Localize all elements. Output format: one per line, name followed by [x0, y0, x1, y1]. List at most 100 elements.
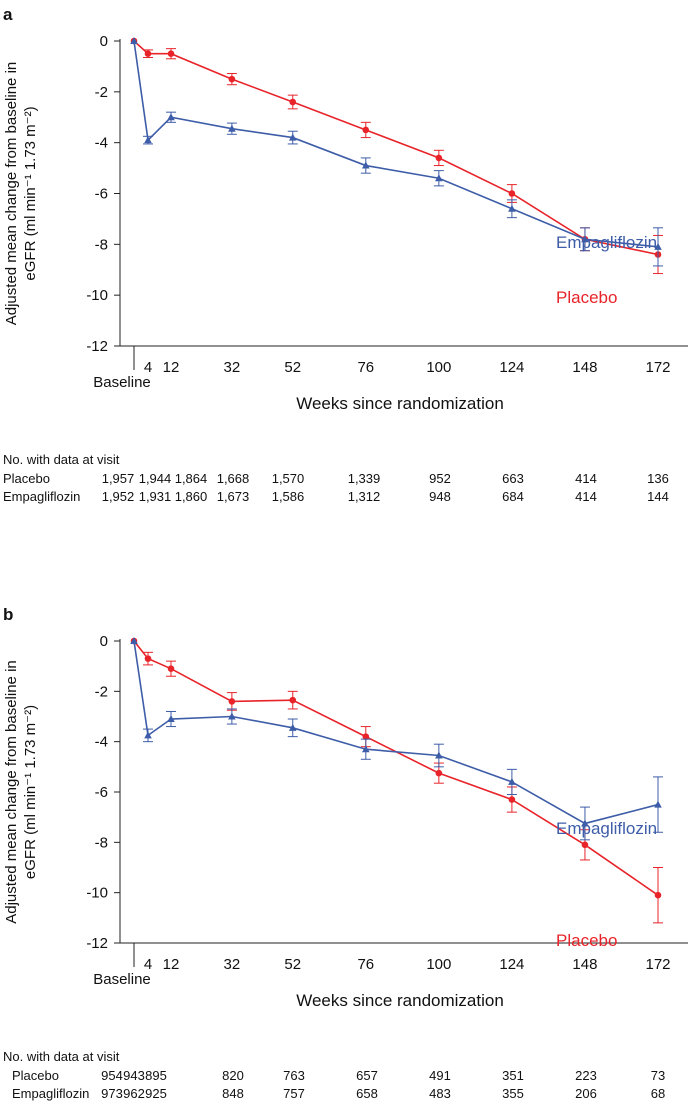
x-tick-label: 76 [357, 359, 374, 376]
table-cell: 136 [647, 471, 669, 486]
data-point [435, 174, 443, 182]
data-point [508, 796, 516, 803]
data-point [288, 133, 297, 141]
y-tick-label: -12 [86, 338, 108, 355]
y-tick-label: -4 [95, 734, 108, 751]
data-point [654, 891, 662, 899]
table-cell: 948 [429, 489, 451, 504]
data-point [130, 637, 138, 644]
data-point [362, 161, 370, 169]
series-line [133, 40, 659, 256]
x-tick-label: 4 [144, 359, 152, 376]
data-point [289, 696, 297, 704]
data-point [362, 126, 370, 134]
x-tick-label: 172 [645, 956, 670, 973]
data-point [167, 113, 175, 121]
panel-a: a Adjusted mean change from baseline in eG… [3, 5, 688, 504]
x-tick-label: 100 [426, 359, 451, 376]
y-tick-label: 0 [100, 33, 108, 50]
table-cell: 144 [647, 489, 669, 504]
y-tick-label: -8 [95, 834, 108, 851]
series-empagliflozin [130, 37, 663, 267]
y-tick-label: -6 [95, 784, 108, 801]
table-cell: 1,570 [272, 471, 305, 486]
table-cell: 68 [651, 1086, 665, 1101]
data-point [288, 723, 297, 731]
y-tick-label: -2 [95, 683, 108, 700]
x-tick-label: 124 [499, 956, 524, 973]
x-tick-label: 32 [224, 956, 241, 973]
data-point [581, 235, 589, 243]
data-point [508, 204, 516, 212]
series-line [133, 640, 659, 896]
x-tick-label: 124 [499, 359, 524, 376]
x-tick-label: 148 [572, 956, 597, 973]
table-row-label: Empagliflozin [3, 489, 80, 504]
series-empagliflozin [130, 637, 663, 841]
x-tick-label: 52 [284, 956, 301, 973]
table-cell: 1,312 [348, 489, 381, 504]
data-point [362, 733, 370, 740]
table-cell: 1,931 [139, 489, 172, 504]
series-placebo [130, 637, 663, 924]
table-cell: 943 [123, 1068, 145, 1083]
table-cell: 491 [429, 1068, 451, 1083]
data-point [435, 769, 443, 777]
table-cell: 1,586 [272, 489, 305, 504]
data-point [144, 50, 152, 58]
panel-label: b [3, 605, 13, 624]
y-tick-label: 0 [100, 633, 108, 650]
table-cell: 355 [502, 1086, 524, 1101]
table-cell: 657 [356, 1068, 378, 1083]
data-point [144, 136, 152, 144]
table-cell: 954 [101, 1068, 123, 1083]
table-cell: 73 [651, 1068, 665, 1083]
data-point [654, 800, 662, 808]
data-point [362, 745, 370, 753]
table-cell: 1,957 [102, 471, 135, 486]
table-cell: 848 [222, 1086, 244, 1101]
table-cell: 414 [575, 471, 597, 486]
data-point [581, 841, 589, 849]
y-axis-label-line2: eGFR (ml min⁻¹ 1.73 m⁻²) [22, 106, 39, 280]
data-point [435, 751, 443, 759]
table-cell: 763 [283, 1068, 305, 1083]
data-point [654, 242, 662, 250]
data-point [144, 731, 152, 739]
table-title: No. with data at visit [3, 452, 120, 467]
y-axis-label-line1: Adjusted mean change from baseline in [3, 62, 20, 326]
table-cell: 925 [145, 1086, 167, 1101]
table-cell: 483 [429, 1086, 451, 1101]
data-point [581, 819, 589, 827]
x-tick-label: 148 [572, 359, 597, 376]
legend-label-placebo: Placebo [556, 931, 617, 950]
y-tick-label: -2 [95, 84, 108, 101]
data-point [228, 698, 236, 705]
data-point [167, 715, 175, 723]
x-tick-label: 52 [284, 359, 301, 376]
table-cell: 973 [101, 1086, 123, 1101]
x-tick-label: 172 [645, 359, 670, 376]
table-cell: 684 [502, 489, 524, 504]
y-tick-label: -10 [86, 885, 108, 902]
table-cell: 820 [222, 1068, 244, 1083]
table-title: No. with data at visit [3, 1049, 120, 1064]
table-cell: 1,952 [102, 489, 135, 504]
data-point [228, 75, 236, 83]
data-point [289, 98, 297, 106]
table-cell: 962 [123, 1086, 145, 1101]
y-tick-label: -10 [86, 287, 108, 304]
legend-label-placebo: Placebo [556, 288, 617, 307]
data-point [508, 777, 516, 785]
y-tick-label: -6 [95, 186, 108, 203]
x-tick-label: 76 [357, 956, 374, 973]
table-cell: 757 [283, 1086, 305, 1101]
x-axis-label: Weeks since randomization [296, 394, 504, 413]
data-point [167, 50, 175, 58]
table-cell: 658 [356, 1086, 378, 1101]
legend-label-empagliflozin: Empagliflozin [556, 233, 657, 252]
table-cell: 206 [575, 1086, 597, 1101]
y-tick-label: -4 [95, 135, 108, 152]
data-point [435, 154, 443, 162]
